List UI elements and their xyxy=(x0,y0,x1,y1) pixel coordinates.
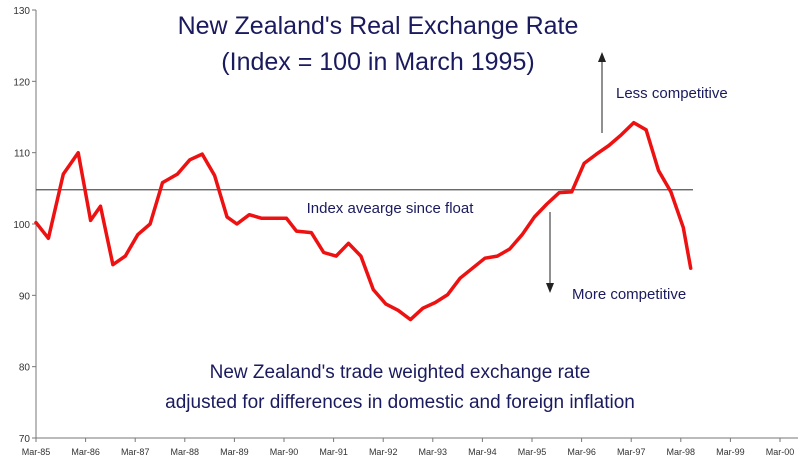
data-point xyxy=(99,204,102,208)
data-point xyxy=(533,215,536,219)
caption-line-2: adjusted for differences in domestic and… xyxy=(165,392,635,413)
data-point xyxy=(76,151,80,154)
x-tick-label: Mar-90 xyxy=(270,447,299,457)
data-point xyxy=(62,172,65,176)
data-point xyxy=(582,162,586,165)
data-point xyxy=(347,242,350,245)
x-tick-label: Mar-99 xyxy=(716,447,745,457)
data-point xyxy=(496,254,499,258)
data-point xyxy=(545,202,549,206)
x-tick-label: Mar-89 xyxy=(220,447,249,457)
x-tick-label: Mar-91 xyxy=(319,447,348,457)
data-point xyxy=(657,169,660,172)
data-point xyxy=(396,309,400,312)
data-point xyxy=(409,318,412,321)
data-point xyxy=(570,190,573,194)
y-tick-label: 80 xyxy=(19,363,31,374)
x-tick-label: Mar-96 xyxy=(567,447,596,457)
data-point xyxy=(682,226,685,229)
x-tick-label: Mar-97 xyxy=(617,447,646,457)
more-competitive-label: More competitive xyxy=(572,286,686,303)
x-tick-label: Mar-85 xyxy=(22,447,51,457)
data-point xyxy=(260,217,263,220)
data-point xyxy=(607,144,611,147)
less-competitive-arrow xyxy=(598,52,606,133)
x-tick-label: Mar-93 xyxy=(419,447,448,457)
x-tick-label: Mar-88 xyxy=(171,447,200,457)
data-point xyxy=(295,229,298,233)
chart-subtitle: (Index = 100 in March 1995) xyxy=(221,48,534,76)
data-point xyxy=(34,221,38,224)
data-point xyxy=(310,231,313,234)
more-competitive-arrow xyxy=(546,212,554,293)
data-point xyxy=(558,191,561,194)
data-point xyxy=(446,293,449,296)
data-point xyxy=(47,237,50,240)
y-tick-label: 100 xyxy=(13,220,30,231)
y-tick-group: 130 120 110 100 90 80 70 xyxy=(13,6,36,445)
data-point xyxy=(124,254,127,258)
y-tick-label: 120 xyxy=(13,77,30,88)
caption-line-1: New Zealand's trade weighted exchange ra… xyxy=(210,362,591,383)
data-point xyxy=(248,213,251,216)
data-point xyxy=(434,301,437,304)
data-point xyxy=(188,158,191,161)
x-tick-label: Mar-00 xyxy=(766,447,795,457)
data-point xyxy=(669,190,673,194)
data-point xyxy=(161,181,164,184)
y-tick-label: 70 xyxy=(19,434,31,445)
data-point xyxy=(148,222,152,226)
data-point xyxy=(334,254,338,258)
data-point-group xyxy=(34,121,692,321)
y-tick-label: 130 xyxy=(13,6,30,17)
y-tick-label: 110 xyxy=(14,149,30,160)
data-point xyxy=(644,128,648,132)
series-line-real-exchange-rate xyxy=(34,120,693,322)
y-tick-label: 90 xyxy=(19,291,31,302)
x-tick-label: Mar-98 xyxy=(667,447,696,457)
data-point xyxy=(372,288,375,291)
data-point xyxy=(384,302,387,306)
data-point xyxy=(359,254,363,258)
data-point xyxy=(213,174,216,177)
x-tick-label: Mar-95 xyxy=(518,447,547,457)
data-point xyxy=(136,233,139,236)
data-point xyxy=(595,152,598,156)
x-tick-label: Mar-87 xyxy=(121,447,150,457)
data-point xyxy=(508,247,511,251)
x-tick-label: Mar-92 xyxy=(369,447,398,457)
data-point xyxy=(421,306,425,310)
data-point xyxy=(458,277,462,280)
x-tick-label: Mar-86 xyxy=(71,447,100,457)
data-point xyxy=(471,267,474,270)
data-point xyxy=(483,257,487,260)
data-point xyxy=(200,152,204,156)
reference-line-label: Index avearge since float xyxy=(307,200,475,217)
data-point xyxy=(620,133,623,137)
data-point xyxy=(520,233,524,236)
data-point xyxy=(111,263,115,266)
data-point xyxy=(689,267,692,270)
data-point xyxy=(322,251,325,254)
data-point xyxy=(235,222,239,226)
chart-title: New Zealand's Real Exchange Rate xyxy=(178,12,579,40)
data-point xyxy=(176,172,179,176)
data-point xyxy=(632,121,635,124)
data-point xyxy=(285,217,288,220)
data-point xyxy=(225,215,229,219)
x-tick-label: Mar-94 xyxy=(468,447,497,457)
x-tick-group: Mar-85 Mar-86 Mar-87 Mar-88 Mar-89 Mar-90 Mar-… xyxy=(22,438,795,457)
data-point xyxy=(275,217,278,220)
data-point xyxy=(89,219,92,222)
less-competitive-label: Less competitive xyxy=(616,85,728,102)
